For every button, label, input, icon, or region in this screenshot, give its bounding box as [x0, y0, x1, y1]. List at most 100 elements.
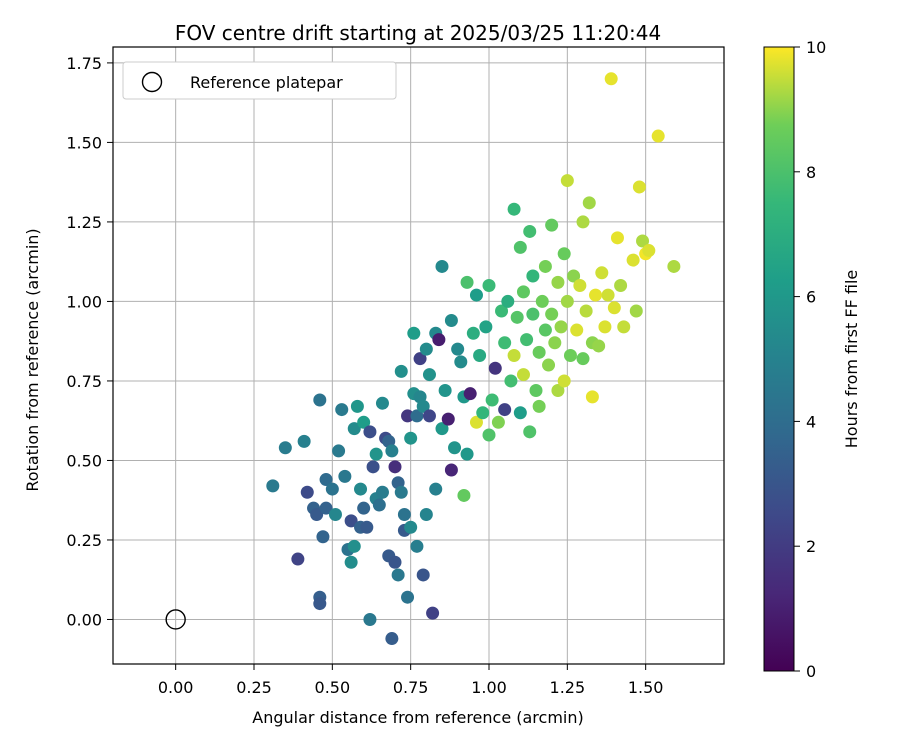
data-point [491, 415, 505, 429]
colorbar-label: Hours from first FF file [842, 270, 861, 449]
data-points [266, 72, 681, 646]
data-point [582, 196, 596, 210]
x-tick-label: 1.25 [550, 678, 586, 697]
data-point [350, 399, 364, 413]
colorbar-tick-label: 2 [806, 537, 816, 556]
data-point [598, 320, 612, 334]
data-point [410, 409, 424, 423]
data-point [466, 326, 480, 340]
data-point [397, 508, 411, 522]
reference-point [165, 609, 186, 630]
data-point [385, 444, 399, 458]
data-point [469, 288, 483, 302]
data-point [328, 508, 342, 522]
data-point [366, 460, 380, 474]
data-point [551, 275, 565, 289]
data-point [404, 520, 418, 534]
colorbar-tick-label: 8 [806, 163, 816, 182]
data-point [473, 349, 487, 362]
data-point [457, 488, 471, 502]
data-point [532, 345, 546, 359]
data-point [576, 352, 590, 366]
data-point [501, 294, 515, 308]
data-point [545, 307, 559, 321]
data-point [557, 374, 571, 388]
data-point [375, 485, 389, 499]
data-point [388, 460, 402, 474]
y-axis-ticks: 0.00 0.25 0.50 0.75 1.00 1.25 1.50 1.75 [66, 54, 113, 629]
reference-platepar-marker [165, 609, 186, 630]
data-point [444, 314, 458, 328]
data-point [529, 383, 543, 397]
data-point [560, 174, 574, 188]
data-point [316, 530, 330, 544]
x-tick-label: 1.50 [628, 678, 664, 697]
data-point [667, 259, 681, 273]
data-point [560, 294, 574, 308]
y-tick-label: 1.75 [66, 54, 102, 73]
data-point [604, 72, 618, 86]
data-point [510, 310, 524, 324]
y-axis-label: Rotation from reference (arcmin) [23, 228, 42, 491]
data-point [432, 333, 446, 347]
data-point [554, 320, 568, 334]
data-point [401, 590, 415, 604]
data-point [416, 568, 430, 582]
data-point [592, 339, 606, 353]
x-axis-ticks: 0.00 0.25 0.50 0.75 1.00 1.25 1.50 [158, 664, 664, 697]
data-point [632, 180, 646, 194]
data-point [347, 422, 361, 436]
y-tick-label: 0.75 [66, 372, 102, 391]
data-point [520, 333, 534, 347]
data-point [476, 406, 490, 420]
data-point [325, 482, 339, 496]
x-axis-label: Angular distance from reference (arcmin) [252, 708, 583, 727]
data-point [435, 259, 449, 273]
data-point [278, 441, 292, 455]
data-point [610, 231, 624, 245]
data-point [526, 269, 540, 283]
data-point [617, 320, 631, 334]
data-point [629, 304, 643, 318]
data-point [388, 555, 402, 569]
data-point [557, 247, 571, 261]
data-point [513, 406, 527, 420]
data-point [394, 364, 408, 378]
chart-title: FOV centre drift starting at 2025/03/25 … [175, 21, 661, 45]
x-tick-label: 1.00 [471, 678, 507, 697]
data-point [526, 307, 540, 321]
data-point [538, 323, 552, 337]
data-point [523, 224, 537, 238]
colorbar-tick-label: 6 [806, 288, 816, 307]
data-point [589, 288, 603, 302]
data-point [482, 428, 496, 442]
data-point [545, 218, 559, 232]
data-point [579, 304, 593, 318]
data-point [372, 498, 386, 512]
data-point [291, 552, 305, 566]
data-point [347, 539, 361, 553]
data-point [454, 355, 468, 369]
x-tick-label: 0.75 [393, 678, 429, 697]
legend-marker-reference [141, 71, 163, 93]
data-point [385, 632, 399, 646]
data-point [495, 304, 509, 318]
data-point [498, 403, 512, 417]
data-point [435, 422, 449, 436]
data-point [394, 485, 408, 499]
data-point [426, 606, 440, 620]
data-point [422, 368, 436, 382]
data-point [516, 285, 530, 299]
data-point [651, 129, 665, 143]
data-point [313, 597, 327, 611]
data-point [441, 412, 455, 426]
data-point [401, 409, 415, 423]
data-point [636, 234, 650, 248]
data-point [410, 539, 424, 553]
data-point [438, 383, 452, 397]
colorbar-tick-label: 0 [806, 662, 816, 681]
data-point [357, 501, 371, 515]
data-point [626, 253, 640, 267]
data-point [360, 520, 374, 534]
data-point [448, 441, 462, 455]
